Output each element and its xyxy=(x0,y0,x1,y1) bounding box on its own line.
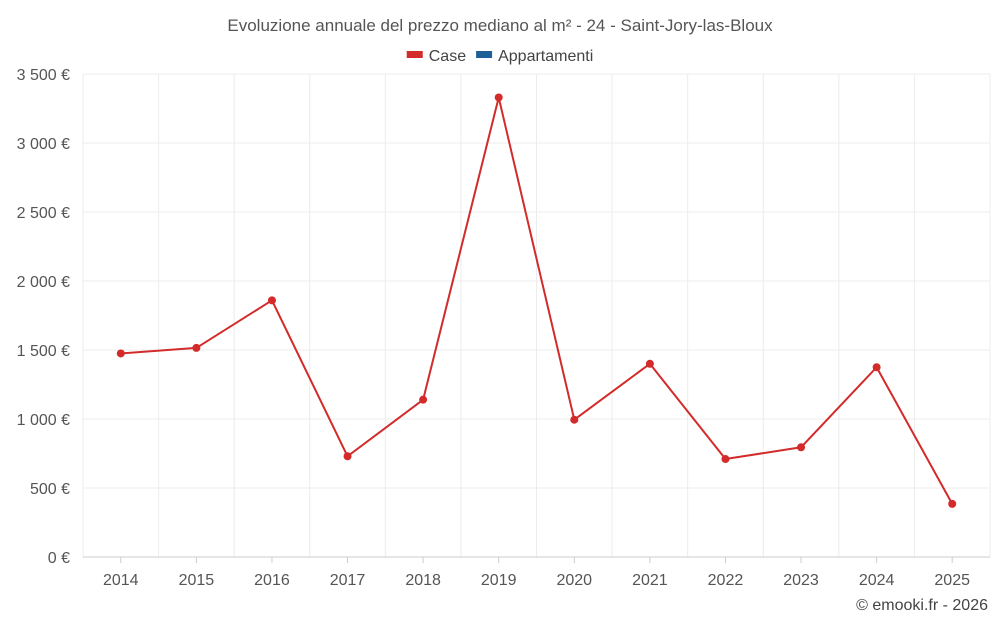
y-axis: 0 € 500 € 1 000 € 1 500 € 2 000 € 2 500 € 3 00… xyxy=(17,67,70,567)
legend-label: Appartamenti xyxy=(498,48,593,65)
series-line-case xyxy=(120,96,954,505)
grid xyxy=(82,73,991,558)
data-point[interactable] xyxy=(267,296,276,305)
legend-item-appartamenti[interactable]: Appartamenti xyxy=(476,48,593,65)
x-tick-label: 2020 xyxy=(556,572,592,589)
series-layer xyxy=(116,93,957,508)
x-tick-label: 2018 xyxy=(405,572,441,589)
y-tick-label: 1 000 € xyxy=(17,412,70,429)
x-axis: 2014 2015 2016 2017 2018 2019 2020 2021 2022 2023… xyxy=(103,557,970,589)
legend-swatch xyxy=(476,51,493,58)
data-point[interactable] xyxy=(948,499,957,508)
data-point[interactable] xyxy=(721,455,730,464)
x-tick-label: 2017 xyxy=(330,572,366,589)
y-tick-label: 0 € xyxy=(48,550,70,567)
x-tick-label: 2019 xyxy=(481,572,517,589)
x-tick-label: 2022 xyxy=(708,572,744,589)
x-tick-label: 2016 xyxy=(254,572,290,589)
credit-text: © emooki.fr - 2026 xyxy=(856,597,988,614)
x-tick-label: 2024 xyxy=(859,572,895,589)
x-tick-label: 2025 xyxy=(934,572,970,589)
data-point[interactable] xyxy=(419,395,428,404)
y-tick-label: 3 500 € xyxy=(17,67,70,84)
data-point[interactable] xyxy=(494,93,503,102)
y-tick-label: 2 500 € xyxy=(17,205,70,222)
legend-label: Case xyxy=(429,48,466,65)
data-point[interactable] xyxy=(570,415,579,424)
x-tick-label: 2023 xyxy=(783,572,819,589)
y-tick-label: 500 € xyxy=(30,481,70,498)
legend-item-case[interactable]: Case xyxy=(406,48,466,65)
y-tick-label: 1 500 € xyxy=(17,343,70,360)
legend-swatch xyxy=(406,51,423,58)
x-tick-label: 2021 xyxy=(632,572,668,589)
chart-title: Evoluzione annuale del prezzo mediano al… xyxy=(227,16,773,35)
y-tick-label: 2 000 € xyxy=(17,274,70,291)
legend: Case Appartamenti xyxy=(406,48,593,65)
data-point[interactable] xyxy=(872,363,881,372)
x-tick-label: 2015 xyxy=(179,572,215,589)
data-point[interactable] xyxy=(343,452,352,461)
x-tick-label: 2014 xyxy=(103,572,139,589)
data-point[interactable] xyxy=(645,359,654,368)
data-point[interactable] xyxy=(192,343,201,352)
y-tick-label: 3 000 € xyxy=(17,136,70,153)
data-point[interactable] xyxy=(116,349,125,358)
data-point[interactable] xyxy=(797,443,806,452)
